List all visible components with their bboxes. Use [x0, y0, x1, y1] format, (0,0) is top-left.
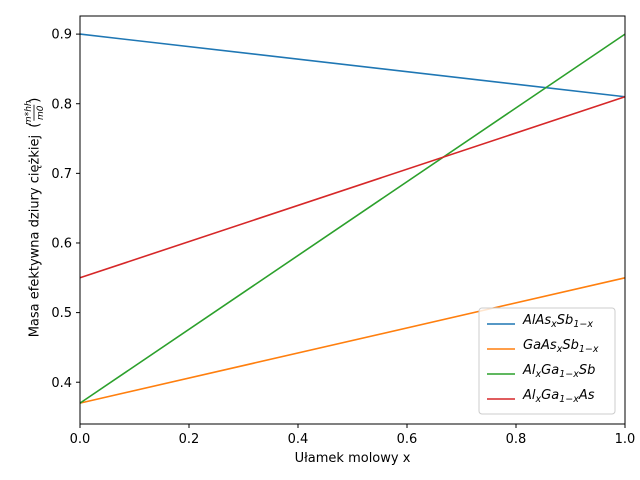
y-tick-label: 0.9 — [51, 28, 72, 43]
x-axis-ticks: 0.0 0.2 0.4 0.6 0.8 1.0 — [70, 424, 636, 447]
y-tick-label: 0.8 — [51, 97, 72, 112]
y-axis-label: Masa efektywna dziury ciężkiej ( m*hh m0) — [24, 98, 46, 338]
plot-frame — [79, 15, 626, 425]
x-tick-label: 0.6 — [397, 432, 418, 447]
legend-box — [478, 307, 616, 415]
x-tick-label: 1.0 — [615, 432, 636, 447]
y-axis-label-text: Masa efektywna dziury ciężkiej — [28, 135, 43, 337]
legend-label-2: GaAsxSb1−x — [523, 338, 599, 355]
legend-label-4: AlxGa1−xAs — [522, 388, 595, 405]
x-tick-label: 0.2 — [179, 432, 200, 447]
legend-label-1: AlAsxSb1−x — [522, 313, 593, 330]
series-line-3 — [79, 33, 626, 404]
x-axis-label: Ułamek molowy x — [295, 451, 411, 466]
y-tick-label: 0.4 — [51, 376, 72, 391]
y-fraction-denominator: m0 — [36, 105, 46, 120]
legend: AlAsxSb1−x GaAsxSb1−x AlxGa1−xSb AlxGa1−xAs — [478, 307, 616, 415]
x-tick-label: 0.0 — [70, 432, 91, 447]
y-tick-label: 0.7 — [51, 167, 72, 182]
x-tick-label: 0.8 — [506, 432, 527, 447]
plot-lines — [79, 33, 626, 404]
y-tick-label: 0.6 — [51, 237, 72, 252]
series-line-4 — [79, 96, 626, 279]
y-axis-label-fraction: m*hh m0) — [24, 98, 46, 125]
svg-text:Masa efektywna dziury ciężkiej: Masa efektywna dziury ciężkiej ( — [28, 123, 43, 338]
series-line-2 — [79, 277, 626, 404]
y-fraction-numerator: m*hh — [24, 100, 34, 125]
series-line-1 — [79, 33, 626, 98]
x-tick-label: 0.4 — [288, 432, 309, 447]
y-fraction-close-paren: ) — [28, 98, 43, 103]
y-tick-label: 0.5 — [51, 306, 72, 321]
legend-label-3: AlxGa1−xSb — [522, 363, 595, 380]
y-axis-ticks: 0.4 0.5 0.6 0.7 0.8 0.9 — [51, 28, 80, 391]
